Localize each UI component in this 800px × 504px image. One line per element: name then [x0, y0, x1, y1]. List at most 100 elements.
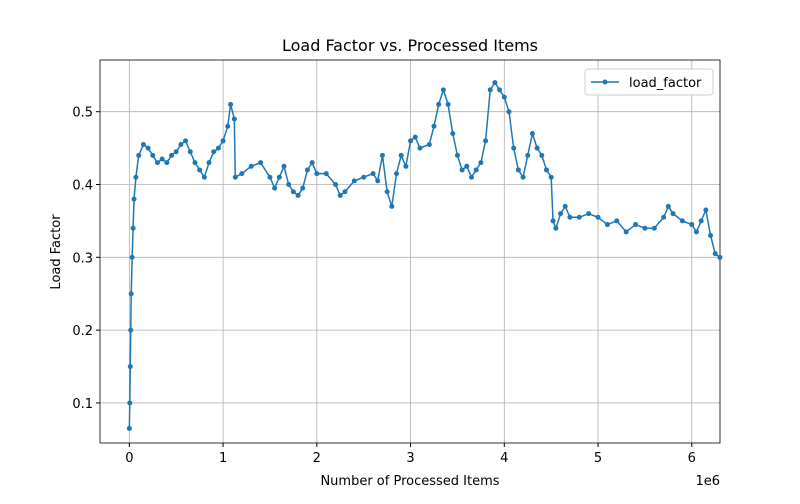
data-point [140, 141, 146, 147]
data-point [487, 87, 493, 93]
data-point [127, 400, 133, 406]
data-point [164, 160, 170, 166]
data-point [323, 171, 329, 177]
legend-box [584, 68, 714, 96]
x-tick-label: 3 [406, 451, 414, 466]
y-tick-label: 0.2 [72, 324, 93, 339]
data-point [478, 160, 484, 166]
data-point [661, 214, 667, 220]
data-point [403, 163, 409, 169]
data-point [431, 123, 437, 129]
chart-title: Load Factor vs. Processed Items [282, 36, 538, 55]
data-point [529, 131, 535, 137]
data-point [497, 87, 503, 93]
y-tick-label: 0.1 [72, 397, 93, 412]
data-point [220, 138, 226, 144]
data-point [548, 174, 554, 180]
data-point [267, 174, 273, 180]
data-point [239, 171, 245, 177]
data-point [576, 214, 582, 220]
data-point [464, 163, 470, 169]
data-point [342, 189, 348, 195]
y-tick-label: 0.3 [72, 251, 93, 266]
data-point [468, 174, 474, 180]
data-point [417, 145, 423, 151]
data-point [712, 251, 718, 257]
data-point [703, 207, 709, 213]
data-point [159, 156, 165, 162]
y-axis-label: Load Factor [49, 214, 64, 290]
data-point [445, 101, 451, 107]
data-point [698, 218, 704, 224]
data-point [454, 152, 460, 158]
data-point [642, 225, 648, 231]
legend-label: load_factor [629, 76, 702, 91]
x-tick-label: 2 [313, 451, 321, 466]
data-point [258, 160, 264, 166]
data-point [272, 185, 278, 191]
data-point [633, 222, 639, 228]
data-point [304, 167, 310, 173]
data-point [550, 218, 556, 224]
data-point [248, 163, 254, 169]
data-point [595, 214, 601, 220]
data-point [128, 327, 134, 333]
data-point [543, 167, 549, 173]
legend-marker [602, 79, 608, 85]
data-point [281, 163, 287, 169]
data-point [492, 80, 498, 86]
data-point [436, 101, 442, 107]
data-point [614, 218, 620, 224]
data-point [670, 211, 676, 217]
data-point [679, 218, 685, 224]
data-point [398, 152, 404, 158]
data-point [178, 141, 184, 147]
data-point [693, 229, 699, 235]
data-point [361, 174, 367, 180]
data-point [520, 174, 526, 180]
data-point [206, 160, 212, 166]
data-point [228, 101, 234, 107]
data-point [623, 229, 629, 235]
data-point [708, 232, 714, 238]
data-point [128, 291, 134, 297]
data-point [309, 160, 315, 166]
data-point [539, 152, 545, 158]
data-point [558, 211, 564, 217]
data-point [483, 138, 489, 144]
data-point [525, 152, 531, 158]
data-point [127, 364, 133, 370]
data-point [290, 189, 296, 195]
data-point [211, 149, 217, 155]
data-point [604, 222, 610, 228]
data-point [133, 174, 139, 180]
data-point [389, 203, 395, 209]
data-point [286, 182, 292, 188]
data-point [501, 94, 507, 100]
data-point [506, 109, 512, 115]
data-point [651, 225, 657, 231]
data-point [276, 174, 282, 180]
data-point [370, 171, 376, 177]
data-point [459, 167, 465, 173]
data-point [154, 160, 160, 166]
y-tick-label: 0.5 [72, 106, 93, 121]
data-point [586, 211, 592, 217]
data-point [145, 145, 151, 151]
data-line [128, 81, 721, 429]
data-point [232, 174, 238, 180]
data-point [534, 145, 540, 151]
data-point [379, 152, 385, 158]
data-point [187, 149, 193, 155]
data-point [473, 167, 479, 173]
x-offset-label: 1e6 [695, 474, 720, 489]
data-point [131, 196, 137, 202]
data-point [295, 192, 301, 198]
data-point [150, 152, 156, 158]
data-point [215, 145, 221, 151]
data-point [511, 145, 517, 151]
plot-frame [99, 59, 721, 444]
data-point [130, 225, 136, 231]
data-point [183, 138, 189, 144]
